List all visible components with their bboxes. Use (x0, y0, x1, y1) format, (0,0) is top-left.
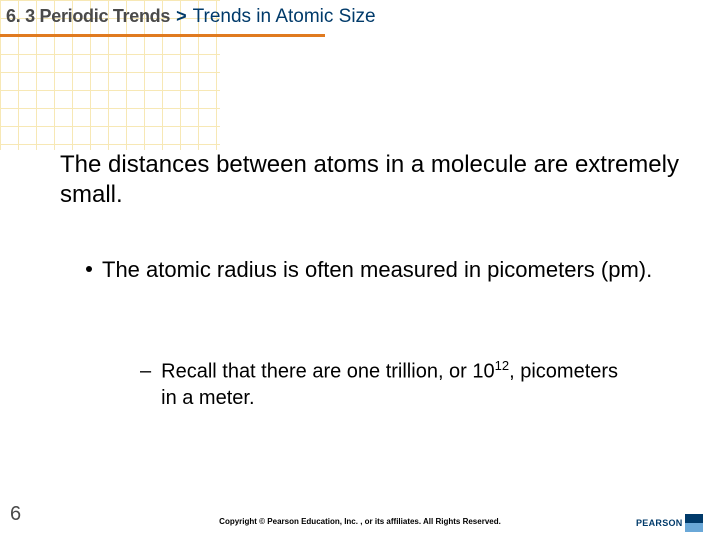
bullet-level1-text: The atomic radius is often measured in p… (102, 256, 660, 284)
bullet-level2: – Recall that there are one trillion, or… (140, 358, 620, 411)
header-inner: 6. 3 Periodic Trends > Trends in Atomic … (6, 6, 376, 28)
chevron-icon: > (176, 6, 187, 27)
header: 6. 3 Periodic Trends > Trends in Atomic … (0, 0, 720, 36)
slide: 6. 3 Periodic Trends > Trends in Atomic … (0, 0, 720, 540)
body-paragraph: The distances between atoms in a molecul… (60, 150, 680, 210)
copyright-text: Copyright © Pearson Education, Inc. , or… (0, 517, 720, 526)
bullet-level2-text: Recall that there are one trillion, or 1… (161, 358, 620, 411)
section-label: 6. 3 Periodic Trends (6, 6, 170, 27)
bullet-level1: The atomic radius is often measured in p… (86, 256, 660, 284)
bullet2-prefix: Recall that there are one trillion, or 1… (161, 361, 495, 383)
pearson-logo: PEARSON (636, 512, 714, 534)
bullet2-exponent: 12 (495, 358, 509, 373)
bullet-dash-icon: – (140, 358, 151, 411)
header-underline (0, 34, 325, 37)
section-title: Trends in Atomic Size (193, 6, 376, 28)
bullet-dot-icon (86, 266, 92, 272)
pearson-logo-text: PEARSON (636, 518, 683, 528)
pearson-logo-mark-icon (685, 514, 703, 532)
